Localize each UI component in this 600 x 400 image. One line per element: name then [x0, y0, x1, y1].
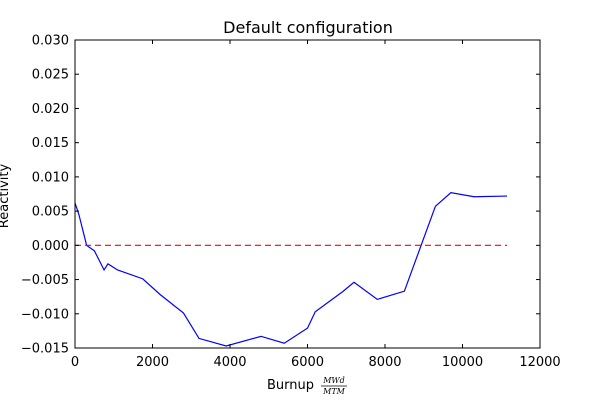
- series-line-0: [74, 191, 508, 347]
- x-tick-label: 4000: [213, 355, 246, 370]
- x-tick-label: 2000: [136, 355, 169, 370]
- x-axis-unit-denominator: MTM: [322, 387, 346, 396]
- y-tick-label: 0.030: [32, 34, 69, 49]
- x-tick-label: 10000: [442, 355, 483, 370]
- plot-series: [74, 191, 508, 347]
- y-tick-label: 0.015: [32, 136, 69, 151]
- x-tick-label: 8000: [368, 355, 401, 370]
- chart-title: Default configuration: [223, 18, 393, 37]
- x-axis-label: Burnup MWd MTM: [267, 376, 347, 396]
- y-tick-label: 0.020: [32, 102, 69, 117]
- x-tick-label: 12000: [519, 355, 560, 370]
- x-tick-label: 0: [71, 355, 79, 370]
- plot-frame: [74, 39, 541, 349]
- y-tick-label: 0.025: [32, 68, 69, 83]
- y-tick-label: 0.000: [32, 239, 69, 254]
- y-ticks: −0.015 −0.010 −0.005 0.000 0.005 0.010 0.015 0.…: [21, 34, 540, 357]
- x-axis-label-text: Burnup: [267, 378, 314, 393]
- y-tick-label: 0.005: [32, 205, 69, 220]
- x-ticks: 0 2000 4000 6000 8000 10000 12000: [71, 40, 561, 370]
- y-axis-label: Reactivity: [0, 164, 12, 229]
- y-tick-label: −0.015: [21, 342, 69, 357]
- y-tick-label: −0.005: [21, 273, 69, 288]
- x-tick-label: 6000: [291, 355, 324, 370]
- y-tick-label: 0.010: [32, 170, 69, 185]
- x-axis-unit-numerator: MWd: [322, 376, 345, 385]
- y-tick-label: −0.010: [21, 307, 69, 322]
